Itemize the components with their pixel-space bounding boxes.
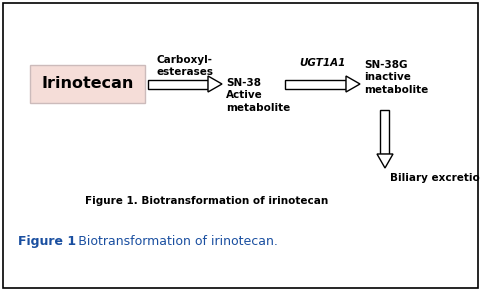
Bar <box>30 65 144 103</box>
Text: Biliary excretion: Biliary excretion <box>389 173 480 183</box>
Text: Figure 1: Figure 1 <box>18 235 76 248</box>
Text: UGT1A1: UGT1A1 <box>298 58 345 68</box>
Polygon shape <box>207 76 222 92</box>
Bar <box>380 110 389 154</box>
Text: SN-38G
inactive
metabolite: SN-38G inactive metabolite <box>363 60 427 95</box>
Bar <box>148 79 207 88</box>
Text: : Biotransformation of irinotecan.: : Biotransformation of irinotecan. <box>70 235 277 248</box>
Text: Figure 1. Biotransformation of irinotecan: Figure 1. Biotransformation of irinoteca… <box>85 196 327 206</box>
Text: Irinotecan: Irinotecan <box>41 77 133 91</box>
Text: Carboxyl-
esterases: Carboxyl- esterases <box>156 55 213 77</box>
Bar <box>285 79 345 88</box>
Text: SN-38
Active
metabolite: SN-38 Active metabolite <box>226 78 289 113</box>
Polygon shape <box>376 154 392 168</box>
Polygon shape <box>345 76 359 92</box>
